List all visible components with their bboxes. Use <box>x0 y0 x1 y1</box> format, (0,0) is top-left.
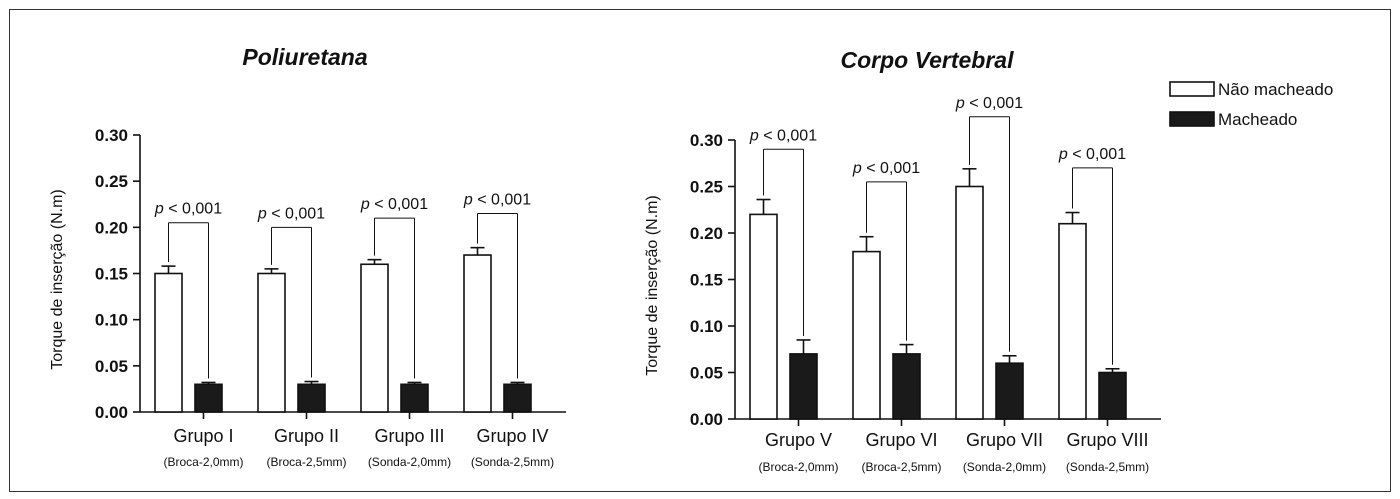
x-subcategory-label: (Broca-2,5mm) <box>266 455 346 469</box>
y-tick-label: 0.10 <box>95 311 128 330</box>
chart-panel-1: Poliuretana Torque de inserção (N.m) 0.00 0… <box>49 44 566 469</box>
y-tick-label: 0.15 <box>690 271 723 290</box>
y-tick-label: 0.10 <box>690 317 723 336</box>
p-value-text: < 0,001 <box>267 205 325 222</box>
legend-label-nao-macheado: Não macheado <box>1218 80 1333 99</box>
bar-macheado <box>995 362 1024 420</box>
chart-title: Corpo Vertebral <box>841 47 1015 73</box>
p-value-text: < 0,001 <box>164 201 222 218</box>
x-category-label: Grupo II <box>274 426 339 446</box>
p-value-text: < 0,001 <box>759 127 817 144</box>
bar-macheado <box>789 353 818 420</box>
p-value-text: < 0,001 <box>965 95 1023 112</box>
x-category-label: Grupo IV <box>476 426 548 446</box>
y-axis-label: Torque de inserção (N.m) <box>644 195 661 376</box>
bar-nao-macheado <box>463 254 492 413</box>
bar-nao-macheado <box>257 272 286 413</box>
p-value-annotation: p < 0,001 <box>154 201 222 218</box>
p-value-symbol: p <box>749 127 759 144</box>
figure-border <box>9 9 1391 492</box>
bar-nao-macheado <box>360 263 389 413</box>
x-category-label: Grupo V <box>765 430 832 450</box>
p-value-annotation: p < 0,001 <box>360 196 428 213</box>
p-value-annotation: p < 0,001 <box>463 191 531 208</box>
bar-macheado <box>194 383 223 413</box>
x-subcategory-label: (Sonda-2,0mm) <box>963 460 1046 474</box>
bar-macheado <box>297 383 326 413</box>
y-tick-label: 0.05 <box>95 357 128 376</box>
p-value-symbol: p <box>360 196 370 213</box>
legend-swatch-nao-macheado <box>1169 81 1215 97</box>
bar-macheado <box>503 383 532 413</box>
y-tick-label: 0.00 <box>95 403 128 422</box>
chart-title: Poliuretana <box>242 44 367 70</box>
y-tick-label: 0.20 <box>95 218 128 237</box>
p-value-text: < 0,001 <box>1068 146 1126 163</box>
legend: Não macheado Macheado <box>1169 80 1333 129</box>
x-subcategory-label: (Sonda-2,0mm) <box>368 455 451 469</box>
y-tick-label: 0.05 <box>690 364 723 383</box>
chart-panel-2: Corpo Vertebral Torque de inserção (N.m) 0… <box>644 47 1161 474</box>
p-value-annotation: p < 0,001 <box>257 205 325 222</box>
p-value-annotation: p < 0,001 <box>852 160 920 177</box>
p-value-symbol: p <box>154 201 164 218</box>
x-category-label: Grupo I <box>173 426 233 446</box>
x-subcategory-label: (Broca-2,5mm) <box>861 460 941 474</box>
p-value-symbol: p <box>1058 146 1068 163</box>
bar-macheado <box>400 383 429 413</box>
y-tick-label: 0.30 <box>95 126 128 145</box>
legend-label-macheado: Macheado <box>1218 110 1297 129</box>
x-category-label: Grupo III <box>374 426 444 446</box>
p-value-annotation: p < 0,001 <box>955 95 1023 112</box>
p-value-symbol: p <box>852 160 862 177</box>
bar-nao-macheado <box>154 272 183 413</box>
p-value-text: < 0,001 <box>370 196 428 213</box>
bar-macheado <box>892 353 921 420</box>
p-value-annotation: p < 0,001 <box>1058 146 1126 163</box>
x-subcategory-label: (Broca-2,0mm) <box>758 460 838 474</box>
p-value-symbol: p <box>463 191 473 208</box>
y-tick-label: 0.25 <box>95 172 128 191</box>
x-subcategory-label: (Broca-2,0mm) <box>163 455 243 469</box>
p-value-text: < 0,001 <box>862 160 920 177</box>
p-value-symbol: p <box>955 95 965 112</box>
y-tick-label: 0.30 <box>690 131 723 150</box>
bar-nao-macheado <box>955 185 984 420</box>
bar-macheado <box>1098 371 1127 420</box>
y-tick-label: 0.20 <box>690 224 723 243</box>
x-subcategory-label: (Sonda-2,5mm) <box>1066 460 1149 474</box>
legend-swatch-macheado <box>1169 111 1215 127</box>
x-subcategory-label: (Sonda-2,5mm) <box>471 455 554 469</box>
x-category-label: Grupo VIII <box>1066 430 1148 450</box>
y-tick-label: 0.25 <box>690 178 723 197</box>
y-axis-label: Torque de inserção (N.m) <box>49 189 66 370</box>
bar-nao-macheado <box>749 213 778 420</box>
x-category-label: Grupo VII <box>966 430 1043 450</box>
x-category-label: Grupo VI <box>865 430 937 450</box>
p-value-annotation: p < 0,001 <box>749 127 817 144</box>
y-tick-label: 0.00 <box>690 410 723 429</box>
p-value-symbol: p <box>257 205 267 222</box>
bar-nao-macheado <box>1058 222 1087 420</box>
y-tick-label: 0.15 <box>95 265 128 284</box>
p-value-text: < 0,001 <box>473 191 531 208</box>
bar-nao-macheado <box>852 250 881 420</box>
